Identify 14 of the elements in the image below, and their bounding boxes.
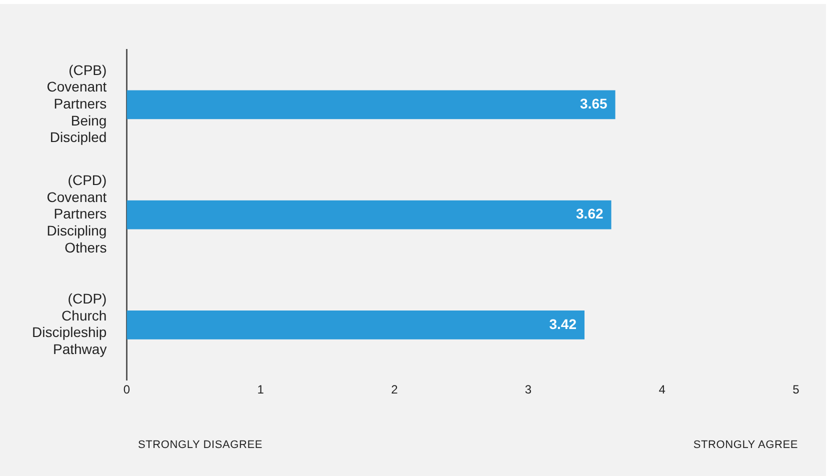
y-tick-label: (CPB) Covenant Partners Being Discipled <box>46 62 107 146</box>
x-tick-label: 0 <box>123 382 130 397</box>
data-label: 3.62 <box>576 206 604 222</box>
x-tick-label: 2 <box>391 382 398 397</box>
y-tick-label: (CDP) Church Discipleship Pathway <box>32 290 107 357</box>
data-label: 3.42 <box>549 316 577 332</box>
data-label: 3.65 <box>580 96 608 112</box>
text: STRONGLY AGREE <box>693 439 798 451</box>
y-tick-label: (CPD) Covenant Partners Discipling Others <box>46 172 107 256</box>
x-tick-label: 5 <box>792 382 800 397</box>
text: STRONGLY DISAGREE <box>138 439 262 451</box>
x-tick-label: 1 <box>257 382 264 397</box>
x-tick-label: 4 <box>658 382 666 397</box>
x-tick-label: 3 <box>524 382 532 397</box>
